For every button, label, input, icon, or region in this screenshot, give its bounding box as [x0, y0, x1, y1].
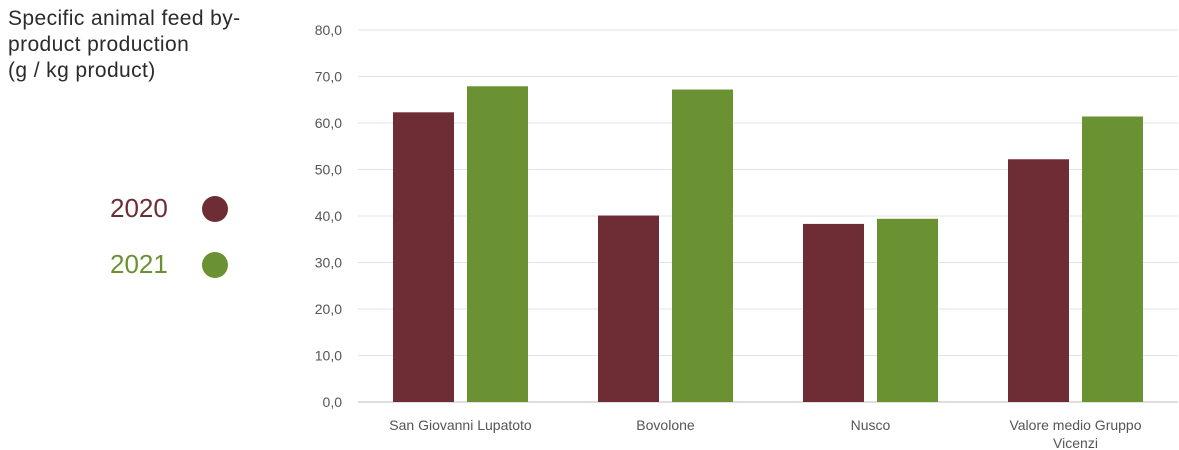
y-tick-label: 70,0 [315, 69, 342, 85]
x-tick-label: San Giovanni Lupatoto [389, 417, 532, 433]
legend-label-2020: 2020 [110, 193, 168, 223]
y-tick-label: 0,0 [323, 394, 343, 410]
y-tick-label: 60,0 [315, 115, 342, 131]
y-tick-label: 30,0 [315, 255, 342, 271]
y-tick-label: 10,0 [315, 348, 342, 364]
y-tick-label: 40,0 [315, 208, 342, 224]
bar-2020 [1008, 159, 1069, 402]
legend-label-2021: 2021 [110, 249, 168, 279]
bar-2021 [1082, 116, 1143, 403]
x-tick-label: Nusco [851, 417, 891, 433]
bar-2021 [467, 86, 528, 402]
bar-2021 [877, 218, 938, 402]
bar-2020 [598, 215, 659, 402]
y-tick-label: 50,0 [315, 162, 342, 178]
x-tick-label: Bovolone [636, 417, 695, 433]
y-tick-label: 20,0 [315, 301, 342, 317]
legend-marker-2020 [202, 196, 228, 222]
bar-2020 [393, 112, 454, 403]
chart-title: Specific animal feed by- product product… [8, 7, 241, 82]
x-tick-label: Valore medio Gruppo Vicenzi [1009, 417, 1141, 450]
bar-2020 [803, 223, 864, 402]
bar-2021 [672, 89, 733, 403]
legend-marker-2021 [202, 252, 228, 278]
y-tick-label: 80,0 [315, 22, 342, 38]
